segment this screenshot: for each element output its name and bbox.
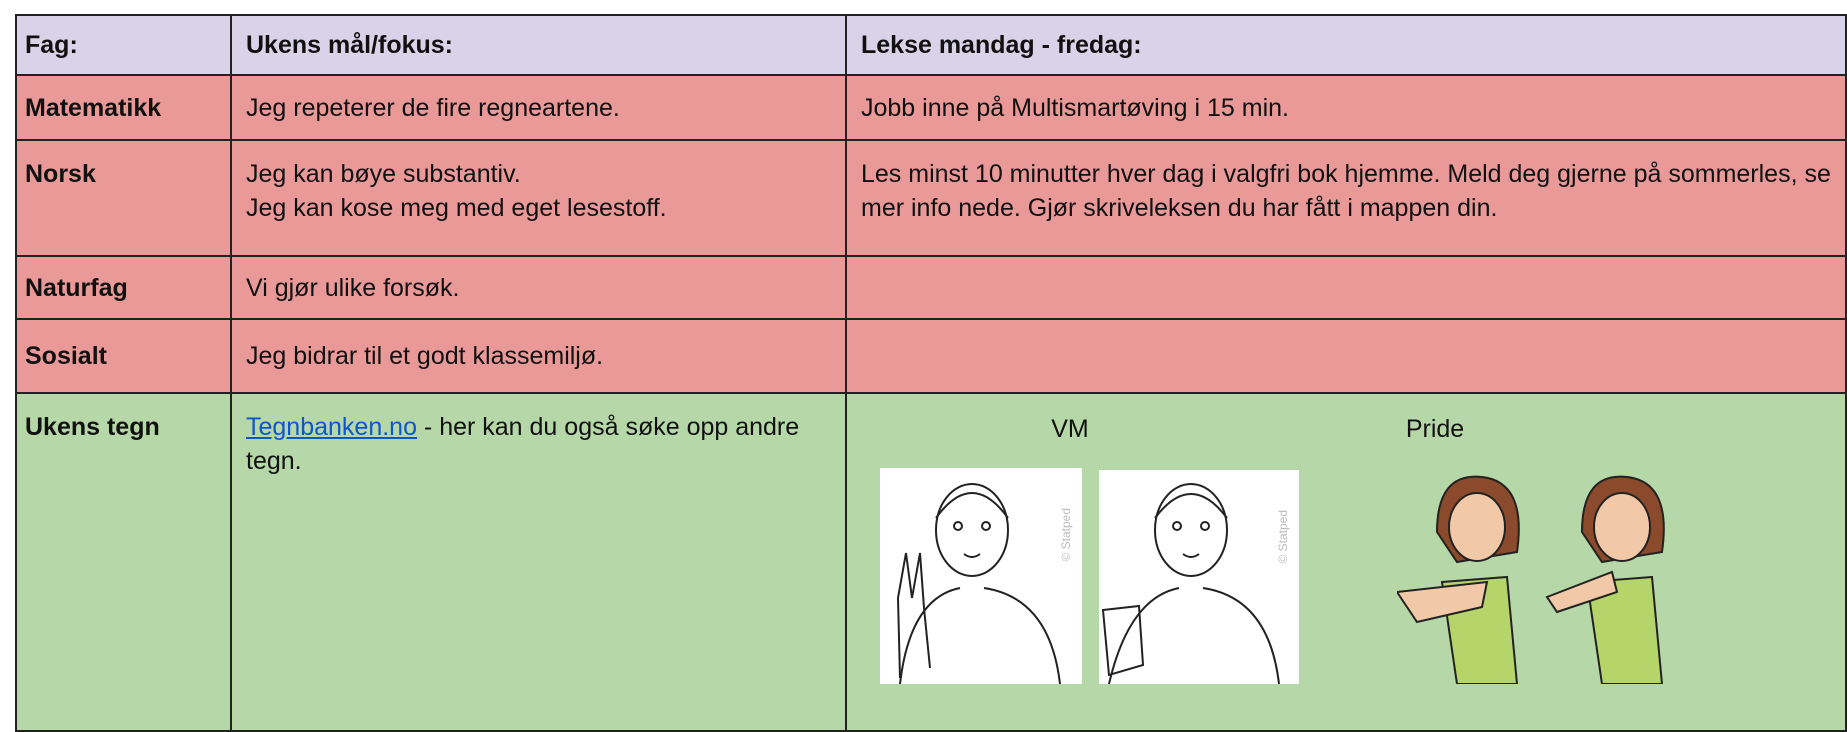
page: Fag: Ukens mål/fokus: Lekse mandag - fre… [15, 14, 1847, 732]
subject-cell: Ukens tegn [15, 392, 232, 732]
subject-cell: Matematikk [15, 74, 232, 141]
goal-line: Jeg kan kose meg med eget lesestoff. [246, 194, 667, 222]
sign-label: Pride [1405, 415, 1465, 443]
link[interactable]: Tegnbanken.no [246, 413, 417, 441]
row: Sosialt Jeg bidrar til et godt klassemil… [15, 318, 1847, 394]
sign-label: VM [1051, 415, 1089, 443]
sign-image: © Statped [1099, 470, 1299, 684]
subject-cell: Norsk [15, 139, 232, 257]
goal-line: Jeg kan bøye substantiv. [246, 160, 521, 188]
header-cell: Ukens mål/fokus: [230, 14, 847, 76]
watermark: © Statped [1059, 508, 1073, 562]
homework-text: Les minst 10 minutter hver dag i valgfri… [861, 160, 1831, 222]
row: Naturfag Vi gjør ulike forsøk. [15, 255, 1847, 320]
subject-cell: Sosialt [15, 318, 232, 394]
homework-cell [845, 255, 1847, 320]
goal-line: Jeg bidrar til et godt klassemiljø. [246, 342, 604, 370]
rows: Matematikk Jeg repeterer de fire regneart… [15, 74, 1847, 394]
sign-image [1397, 475, 1665, 684]
goal-cell: Tegnbanken.no - her kan du også søke opp… [230, 392, 847, 732]
homework-cell [845, 318, 1847, 394]
header-cell: Fag: [15, 14, 232, 76]
goal-line: Vi gjør ulike forsøk. [246, 273, 460, 302]
row: Matematikk Jeg repeterer de fire regneart… [15, 74, 1847, 141]
row: Norsk Jeg kan bøye substantiv. Jeg kan kos… [15, 139, 1847, 257]
link-text: - her kan du også søke opp andre tegn. [246, 413, 800, 475]
goal-cell: Jeg bidrar til et godt klassemiljø. [230, 318, 847, 394]
homework-text: Jobb inne på Multismartøving i 15 min. [861, 93, 1289, 122]
sign-cell: VM Pride © Statped [845, 392, 1847, 732]
sign-row: Ukens tegn Tegnbanken.no - her kan du og… [15, 392, 1847, 732]
goal-cell: Vi gjør ulike forsøk. [230, 255, 847, 320]
goal-line: Jeg repeterer de fire regneartene. [246, 93, 620, 122]
header-row: Fag: Ukens mål/fokus: Lekse mandag - fre… [15, 14, 1847, 76]
homework-table: Fag: Ukens mål/fokus: Lekse mandag - fre… [15, 14, 1847, 732]
sign-image: © Statped [880, 468, 1082, 684]
goal-cell: Jeg repeterer de fire regneartene. [230, 74, 847, 141]
goal-cell: Jeg kan bøye substantiv. Jeg kan kose meg… [230, 139, 847, 257]
subject-cell: Naturfag [15, 255, 232, 320]
watermark: © Statped [1276, 510, 1290, 564]
homework-cell: Jobb inne på Multismartøving i 15 min. [845, 74, 1847, 141]
header-cell: Lekse mandag - fredag: [845, 14, 1847, 76]
homework-cell: Les minst 10 minutter hver dag i valgfri… [845, 139, 1847, 257]
